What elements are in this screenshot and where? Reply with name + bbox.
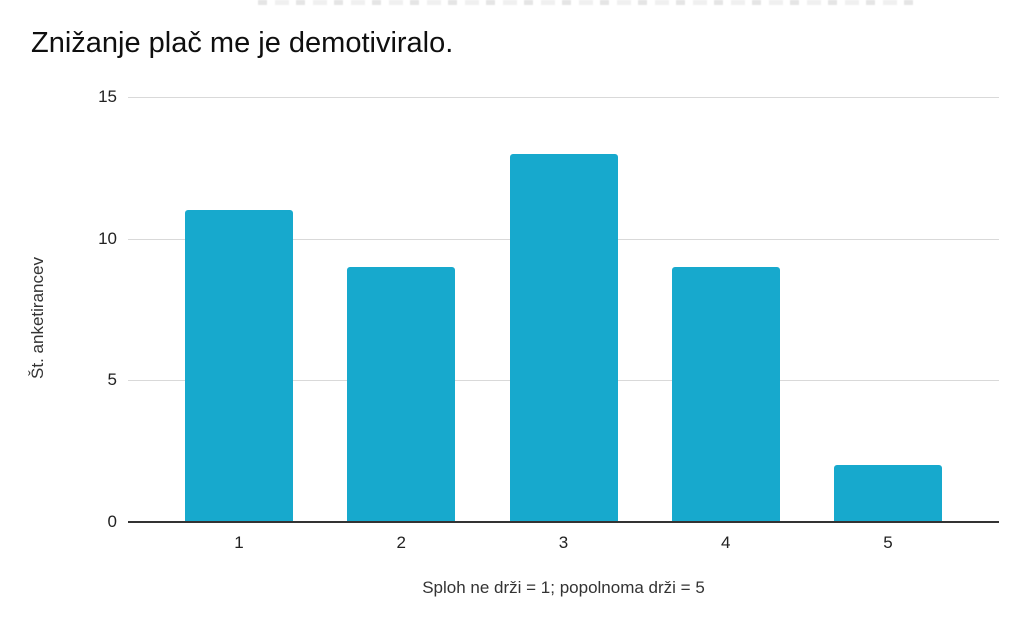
x-axis-title: Sploh ne drži = 1; popolnoma drži = 5 — [422, 578, 705, 597]
bar — [347, 267, 456, 522]
x-tick-label: 3 — [558, 533, 569, 552]
bar — [509, 154, 618, 522]
y-tick-label: 10 — [98, 228, 117, 248]
bar — [185, 210, 293, 522]
cropped-text-artifact — [258, 0, 916, 5]
gridline — [128, 97, 999, 98]
y-axis-title: Št. anketirancev — [28, 257, 47, 379]
y-tick-label: 15 — [98, 87, 117, 106]
x-tick-label: 2 — [396, 533, 406, 552]
x-tick-label: 4 — [721, 533, 731, 552]
chart-title: Znižanje plač me je demotiviralo. — [31, 27, 454, 59]
x-axis-line — [128, 521, 999, 523]
y-tick-label: 0 — [107, 512, 117, 531]
y-tick-label: 5 — [107, 370, 117, 390]
bar — [834, 465, 942, 522]
x-tick-label: 1 — [234, 533, 244, 552]
bar — [671, 267, 780, 522]
x-tick-label: 5 — [883, 533, 893, 552]
